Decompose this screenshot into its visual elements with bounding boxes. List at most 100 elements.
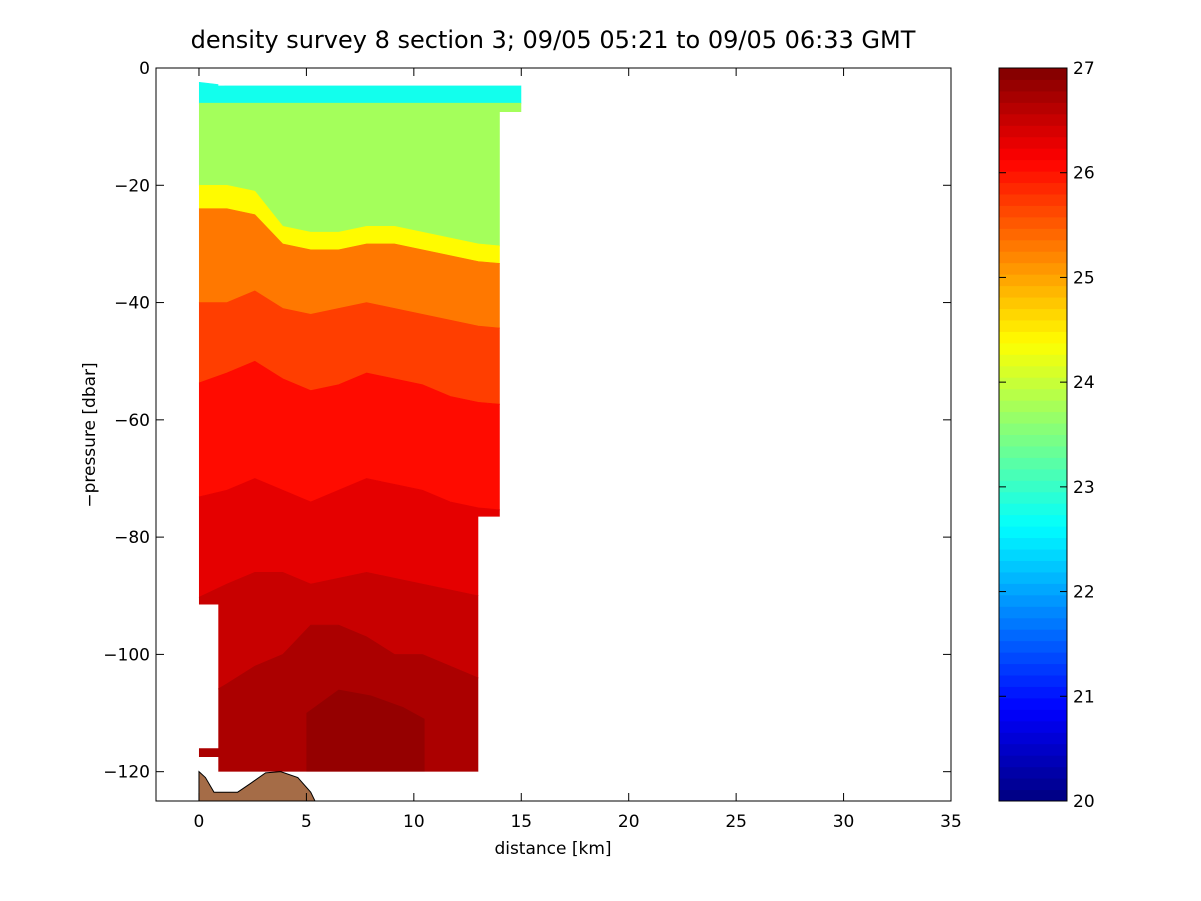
colorbar-band [999, 68, 1067, 80]
chart-title: density survey 8 section 3; 09/05 05:21 … [191, 26, 916, 54]
colorbar-band [999, 491, 1067, 504]
colorbar-tick-label: 27 [1073, 59, 1095, 79]
y-tick-label: −80 [114, 528, 150, 548]
colorbar-frame [998, 67, 1068, 802]
colorbar-band [999, 400, 1067, 413]
colorbar-band [999, 216, 1067, 229]
colorbar-band [999, 239, 1067, 252]
colorbar-band [999, 503, 1067, 516]
x-tick-label: 15 [510, 812, 532, 832]
density-layers [198, 79, 522, 772]
y-tick-label: −40 [114, 294, 150, 314]
colorbar-tick-label: 20 [1073, 792, 1095, 812]
colorbar-band [999, 319, 1067, 332]
colorbar-band [999, 182, 1067, 195]
colorbar-band [999, 594, 1067, 607]
y-tick-label: −100 [103, 645, 150, 665]
plot-frame [155, 67, 952, 802]
colorbar-band [999, 686, 1067, 699]
colorbar-tick-label: 21 [1073, 687, 1095, 707]
colorbar-tick-label: 23 [1073, 478, 1095, 498]
colorbar-band [999, 697, 1067, 710]
colorbar-band [999, 125, 1067, 138]
colorbar-band [999, 480, 1067, 493]
plot-area: 0 5 10 15 20 25 30 35 0 −20 −40 −60 −80 −100 −120 [103, 59, 962, 832]
colorbar-band [999, 560, 1067, 573]
colorbar-band [999, 743, 1067, 756]
colorbar-band [999, 732, 1067, 745]
x-tick-label: 35 [940, 812, 962, 832]
colorbar-band [999, 228, 1067, 241]
colorbar-band [999, 274, 1067, 287]
colorbar: 20 21 22 23 24 25 26 27 [998, 59, 1095, 812]
x-axis-label: distance [km] [494, 839, 611, 859]
colorbar-band [999, 342, 1067, 355]
colorbar-band [999, 766, 1067, 779]
colorbar-band [999, 148, 1067, 161]
colorbar-band [999, 297, 1067, 310]
colorbar-band [999, 377, 1067, 390]
colorbar-band [999, 90, 1067, 103]
colorbar-band [999, 720, 1067, 733]
colorbar-band [999, 755, 1067, 768]
colorbar-band [999, 136, 1067, 149]
colorbar-band [999, 640, 1067, 653]
seafloor [198, 770, 316, 801]
colorbar-band [999, 193, 1067, 206]
density-field [198, 79, 522, 772]
colorbar-band [999, 171, 1067, 184]
colorbar-band [999, 205, 1067, 218]
colorbar-tick-label: 26 [1073, 164, 1095, 184]
colorbar-band [999, 675, 1067, 687]
colorbar-band [999, 411, 1067, 424]
colorbar-band [999, 652, 1067, 665]
colorbar-band [999, 388, 1067, 401]
colorbar-band [999, 445, 1067, 458]
y-axis-ticks: 0 −20 −40 −60 −80 −100 −120 [103, 59, 951, 783]
colorbar-band [999, 457, 1067, 470]
x-tick-label: 5 [301, 812, 312, 832]
y-tick-label: −20 [114, 176, 150, 196]
colorbar-band [999, 354, 1067, 367]
colorbar-band [999, 617, 1067, 630]
x-tick-label: 0 [194, 812, 205, 832]
colorbar-band [999, 113, 1067, 126]
colorbar-band [999, 262, 1067, 275]
x-tick-label: 20 [618, 812, 640, 832]
colorbar-ticks: 20 21 22 23 24 25 26 27 [999, 59, 1095, 812]
colorbar-band [999, 789, 1067, 802]
y-tick-label: 0 [139, 59, 150, 79]
x-tick-label: 25 [725, 812, 747, 832]
colorbar-band [999, 606, 1067, 619]
colorbar-band [999, 526, 1067, 539]
colorbar-band [999, 709, 1067, 722]
colorbar-band [999, 583, 1067, 596]
colorbar-bands [999, 68, 1067, 802]
y-tick-label: −60 [114, 411, 150, 431]
seafloor-profile [198, 770, 316, 801]
colorbar-band [999, 629, 1067, 642]
colorbar-band [999, 79, 1067, 92]
colorbar-band [999, 778, 1067, 791]
colorbar-band [999, 571, 1067, 584]
colorbar-band [999, 102, 1067, 115]
colorbar-band [999, 514, 1067, 527]
x-tick-label: 10 [403, 812, 425, 832]
colorbar-band [999, 423, 1067, 435]
colorbar-band [999, 285, 1067, 298]
colorbar-band [999, 663, 1067, 676]
colorbar-band [999, 537, 1067, 550]
density-deep-core [306, 689, 425, 772]
colorbar-band [999, 365, 1067, 378]
colorbar-band [999, 308, 1067, 321]
colorbar-band [999, 434, 1067, 447]
y-axis-label: −pressure [dbar] [80, 362, 100, 507]
colorbar-band [999, 549, 1067, 561]
colorbar-band [999, 468, 1067, 481]
colorbar-tick-label: 25 [1073, 268, 1095, 288]
colorbar-band [999, 251, 1067, 264]
colorbar-band [999, 331, 1067, 344]
x-tick-label: 30 [833, 812, 855, 832]
x-axis-ticks: 0 5 10 15 20 25 30 35 [194, 68, 962, 832]
